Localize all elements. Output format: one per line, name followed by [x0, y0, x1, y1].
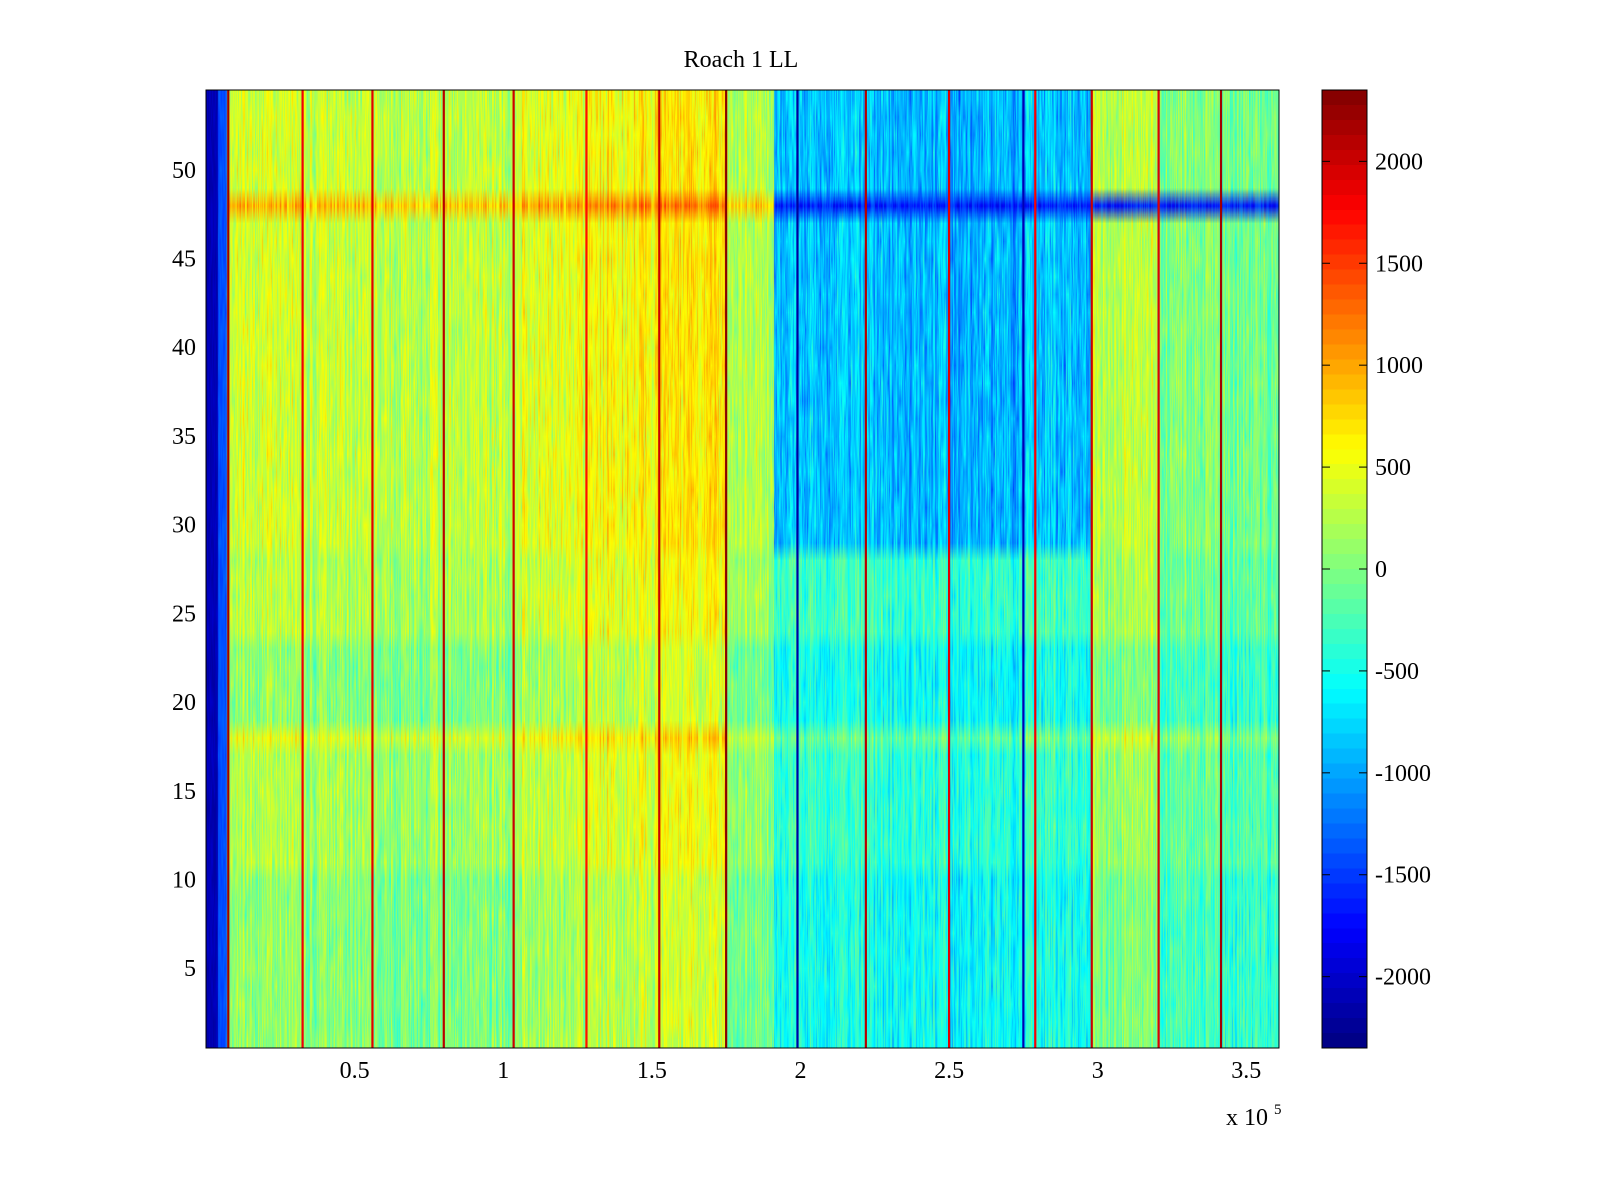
- y-tick-label: 15: [172, 779, 196, 805]
- y-tick-label: 45: [172, 247, 196, 273]
- plot-frame: [205, 89, 1280, 1049]
- colorbar-axis: 2000 1500 1000 500 0 -500 -1000 -1500 -2000: [1322, 149, 1431, 991]
- x-tick-label: 2.5: [934, 1058, 964, 1084]
- colorbar: 2000 1500 1000 500 0 -500 -1000 -1500 -2000: [1321, 89, 1431, 1049]
- x-tick-label: 1: [497, 1058, 509, 1084]
- colorbar-tick-label: -500: [1375, 659, 1419, 685]
- y-tick-label: 10: [172, 867, 196, 893]
- y-tick-label: 30: [172, 513, 196, 539]
- y-tick-label: 20: [172, 690, 196, 716]
- x-tick-label: 0.5: [340, 1058, 370, 1084]
- y-tick-label: 35: [172, 424, 196, 450]
- colorbar-tick-label: 0: [1375, 557, 1387, 583]
- x-tick-label: 2: [794, 1058, 806, 1084]
- x-exponent-base: x 10: [1226, 1105, 1268, 1131]
- colorbar-tick-label: -1500: [1375, 863, 1431, 889]
- x-tick-label: 1.5: [637, 1058, 667, 1084]
- y-tick-label: 25: [172, 601, 196, 627]
- plot-area: 0.5 1 1.5 2 2.5 3 3.5 5 10 15 20 25 30 35 40 45 50: [172, 89, 1280, 1084]
- colorbar-tick-label: 1000: [1375, 353, 1423, 379]
- y-tick-label: 40: [172, 335, 196, 361]
- colorbar-tick-label: -2000: [1375, 965, 1431, 991]
- colorbar-tick-label: 1500: [1375, 251, 1423, 277]
- heatmap-cells: [206, 90, 1279, 1048]
- colorbar-tick-label: -1000: [1375, 761, 1431, 787]
- y-axis: 5 10 15 20 25 30 35 40 45 50: [172, 158, 1279, 982]
- x-exponent-label: x 10 5: [1226, 1102, 1282, 1131]
- x-tick-label: 3.5: [1231, 1058, 1261, 1084]
- y-tick-label: 5: [184, 956, 196, 982]
- colorbar-tick-label: 500: [1375, 455, 1411, 481]
- chart-title: Roach 1 LL: [684, 47, 799, 73]
- y-tick-label: 50: [172, 158, 196, 184]
- colorbar-tick-label: 2000: [1375, 149, 1423, 175]
- x-exponent-power: 5: [1274, 1102, 1282, 1118]
- x-tick-label: 3: [1092, 1058, 1104, 1084]
